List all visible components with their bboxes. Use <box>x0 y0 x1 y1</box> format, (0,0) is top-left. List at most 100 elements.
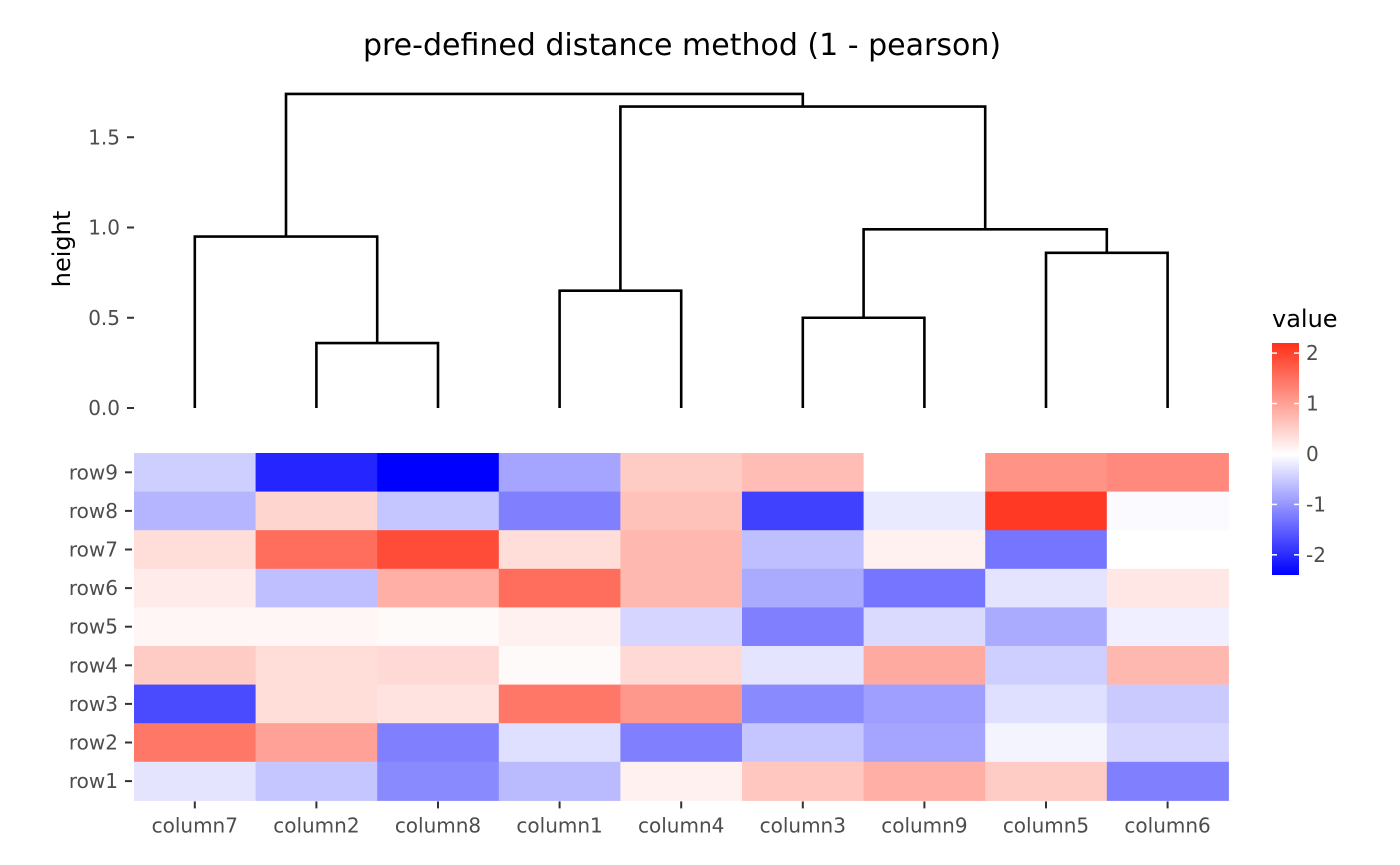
heatmap-cell-row8-column4 <box>620 491 743 531</box>
dendrogram-branch-6 <box>619 105 987 291</box>
legend-tick-label: 1 <box>1306 392 1319 416</box>
heatmap-cell-row1-column5 <box>985 761 1108 801</box>
heatmap-cell-row5-column7 <box>134 607 257 647</box>
dendrogram-y-tick-label: 1.5 <box>88 125 120 149</box>
heatmap-cell-row6-column5 <box>985 568 1108 608</box>
row-label-row2: row2 <box>69 731 118 755</box>
legend-tick-label: 2 <box>1306 341 1319 365</box>
heatmap-cell-row9-column3 <box>742 453 865 493</box>
heatmap-cell-row6-column9 <box>863 568 986 608</box>
heatmap-cell-row5-column4 <box>620 607 743 647</box>
dendrogram-y-axis: 0.0 0.5 1.0 1.5 <box>88 125 134 420</box>
heatmap-cell-row3-column4 <box>620 684 743 724</box>
dendrogram-y-tick-label: 0.0 <box>88 396 120 420</box>
column-label-column8: column8 <box>395 813 481 837</box>
heatmap-cell-row9-column8 <box>377 453 500 493</box>
heatmap-cell-row8-column6 <box>1106 491 1229 531</box>
dendrogram-branch-5 <box>862 228 1109 318</box>
row-label-row4: row4 <box>69 653 118 677</box>
heatmap-cell-row9-column9 <box>863 453 986 493</box>
heatmap-cell-row8-column3 <box>742 491 865 531</box>
heatmap-cell-row4-column3 <box>742 646 865 686</box>
heatmap-cell-row8-column8 <box>377 491 500 531</box>
heatmap-cell-row4-column4 <box>620 646 743 686</box>
heatmap-cell-row9-column1 <box>498 453 621 493</box>
dendrogram-y-axis-label: height <box>48 211 76 288</box>
heatmap-cell-row9-column6 <box>1106 453 1229 493</box>
column-label-column4: column4 <box>638 813 724 837</box>
heatmap-cell-row5-column5 <box>985 607 1108 647</box>
legend-title: value <box>1272 305 1338 333</box>
heatmap-cells <box>134 453 1229 801</box>
heatmap-cell-row5-column8 <box>377 607 500 647</box>
column-label-column1: column1 <box>516 813 602 837</box>
heatmap-cell-row3-column6 <box>1106 684 1229 724</box>
heatmap-cell-row7-column3 <box>742 530 865 570</box>
heatmap-cell-row1-column1 <box>498 761 621 801</box>
column-label-column5: column5 <box>1003 813 1089 837</box>
legend-tick-label: -1 <box>1306 492 1326 516</box>
column-label-column2: column2 <box>273 813 359 837</box>
heatmap-cell-row3-column3 <box>742 684 865 724</box>
heatmap-cell-row2-column5 <box>985 723 1108 763</box>
column-dendrogram <box>193 92 1169 408</box>
heatmap-cell-row9-column2 <box>255 453 378 493</box>
row-label-row5: row5 <box>69 615 118 639</box>
heatmap-cell-row4-column6 <box>1106 646 1229 686</box>
heatmap-cell-row6-column2 <box>255 568 378 608</box>
heatmap-cell-row2-column1 <box>498 723 621 763</box>
heatmap-cell-row7-column9 <box>863 530 986 570</box>
heatmap-cell-row4-column2 <box>255 646 378 686</box>
heatmap-cell-row6-column8 <box>377 568 500 608</box>
dendrogram-branch-7 <box>284 92 805 237</box>
row-label-row8: row8 <box>69 499 118 523</box>
heatmap-cell-row8-column2 <box>255 491 378 531</box>
heatmap-cell-row4-column1 <box>498 646 621 686</box>
heatmap-cell-row4-column9 <box>863 646 986 686</box>
dendrogram-y-tick-label: 1.0 <box>88 216 120 240</box>
row-labels: row9 row8 row7 row6 row5 row4 row3 row2 row1 <box>69 460 132 793</box>
heatmap-cell-row7-column2 <box>255 530 378 570</box>
heatmap-cell-row3-column2 <box>255 684 378 724</box>
heatmap-cell-row9-column5 <box>985 453 1108 493</box>
legend-ticks: 2 1 0 -1 -2 <box>1272 341 1326 567</box>
column-label-column9: column9 <box>881 813 967 837</box>
heatmap-cell-row3-column9 <box>863 684 986 724</box>
heatmap-cell-row8-column1 <box>498 491 621 531</box>
heatmap-cell-row9-column4 <box>620 453 743 493</box>
heatmap-cell-row2-column3 <box>742 723 865 763</box>
dendrogram-branch-0 <box>315 341 440 408</box>
heatmap-cell-row3-column7 <box>134 684 257 724</box>
row-label-row9: row9 <box>69 460 118 484</box>
heatmap-cell-row2-column2 <box>255 723 378 763</box>
heatmap-cell-row6-column3 <box>742 568 865 608</box>
heatmap-cell-row2-column4 <box>620 723 743 763</box>
heatmap-cell-row7-column5 <box>985 530 1108 570</box>
row-label-row7: row7 <box>69 538 118 562</box>
column-label-column6: column6 <box>1124 813 1210 837</box>
heatmap-cell-row2-column9 <box>863 723 986 763</box>
heatmap-cell-row5-column3 <box>742 607 865 647</box>
heatmap-cell-row3-column1 <box>498 684 621 724</box>
column-label-column3: column3 <box>760 813 846 837</box>
heatmap-cell-row4-column7 <box>134 646 257 686</box>
chart-title: pre-defined distance method (1 - pearson… <box>363 28 1001 63</box>
column-labels: column7 column2 column8 column1 column4 colum… <box>152 801 1211 837</box>
heatmap-cell-row2-column7 <box>134 723 257 763</box>
column-label-column7: column7 <box>152 813 238 837</box>
heatmap-cell-row1-column7 <box>134 761 257 801</box>
heatmap-cell-row8-column7 <box>134 491 257 531</box>
heatmap-cell-row8-column5 <box>985 491 1108 531</box>
heatmap-cell-row7-column4 <box>620 530 743 570</box>
heatmap-cell-row1-column4 <box>620 761 743 801</box>
heatmap-cell-row9-column7 <box>134 453 257 493</box>
heatmap-cell-row6-column7 <box>134 568 257 608</box>
color-legend: value 2 1 0 -1 -2 <box>1272 305 1338 575</box>
dendrogram-branch-4 <box>1044 251 1169 408</box>
dendrogram-branch-2 <box>558 289 683 408</box>
legend-tick-label: -2 <box>1306 543 1326 567</box>
heatmap-cell-row1-column8 <box>377 761 500 801</box>
heatmap-cell-row2-column8 <box>377 723 500 763</box>
